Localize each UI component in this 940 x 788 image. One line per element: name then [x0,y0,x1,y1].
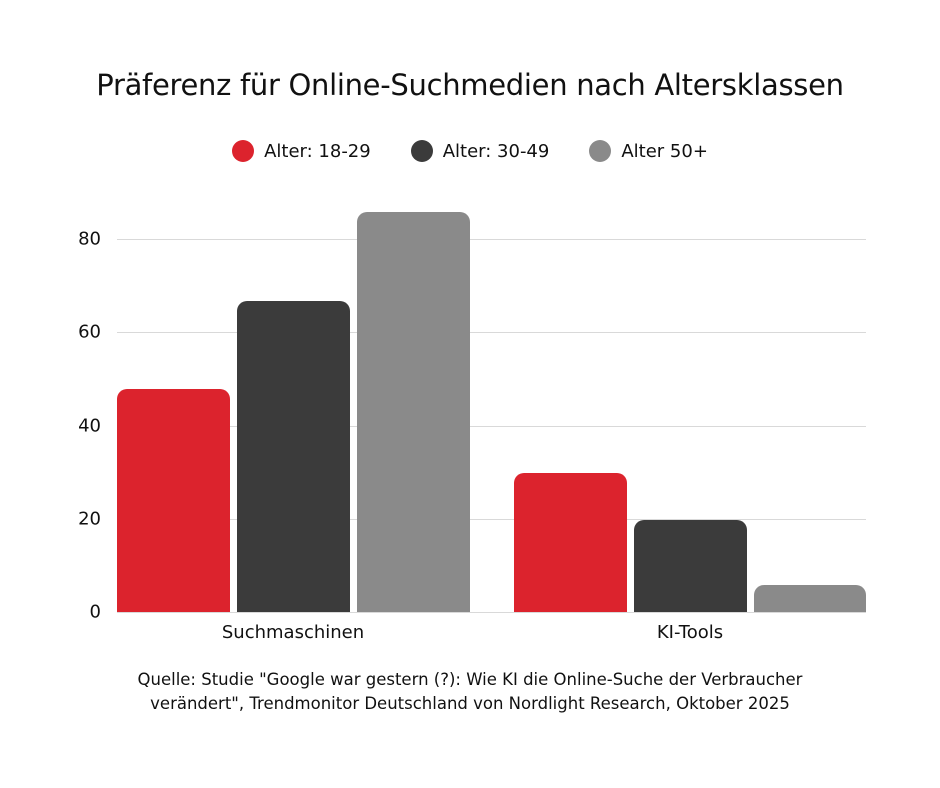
legend-label: Alter: 30-49 [442,140,550,162]
gridline-40 [117,426,866,427]
legend-item-50-plus: Alter 50+ [589,140,708,162]
source-line-2: verändert", Trendmonitor Deutschland von… [150,694,790,713]
x-label-suchmaschinen: Suchmaschinen [221,622,365,643]
bar-suchmaschinen-50-plus [357,212,470,612]
legend-swatch-gray-icon [589,140,612,162]
gridline-20 [117,519,866,520]
bar-suchmaschinen-30-49 [237,301,350,612]
baseline-0 [117,612,866,613]
legend-swatch-dark-icon [410,140,433,162]
legend-swatch-red-icon [232,140,255,162]
y-tick-80: 80 [78,228,101,250]
chart-title: Präferenz für Online-Suchmedien nach Alt… [96,68,844,102]
legend-item-30-49: Alter: 30-49 [410,140,550,162]
legend-label: Alter: 18-29 [264,140,371,162]
y-tick-0: 0 [89,601,101,623]
gridline-80 [117,239,866,240]
legend-label: Alter 50+ [621,140,708,162]
legend-item-18-29: Alter: 18-29 [232,140,371,162]
source-line-1: Quelle: Studie "Google war gestern (?): … [137,670,803,689]
legend: Alter: 18-29 Alter: 30-49 Alter 50+ [0,140,940,162]
bar-ki-tools-50-plus [754,585,866,612]
bar-suchmaschinen-18-29 [117,389,230,612]
y-tick-40: 40 [78,415,101,437]
bar-ki-tools-18-29 [514,473,627,612]
y-tick-20: 20 [78,508,101,530]
source-note: Quelle: Studie "Google war gestern (?): … [0,668,940,716]
bar-ki-tools-30-49 [634,520,747,612]
plot-area: 80 60 40 20 0 Suchmaschinen KI-Tools [78,0,866,788]
x-label-ki-tools: KI-Tools [656,622,724,643]
y-tick-60: 60 [78,321,101,343]
gridline-60 [117,332,866,333]
